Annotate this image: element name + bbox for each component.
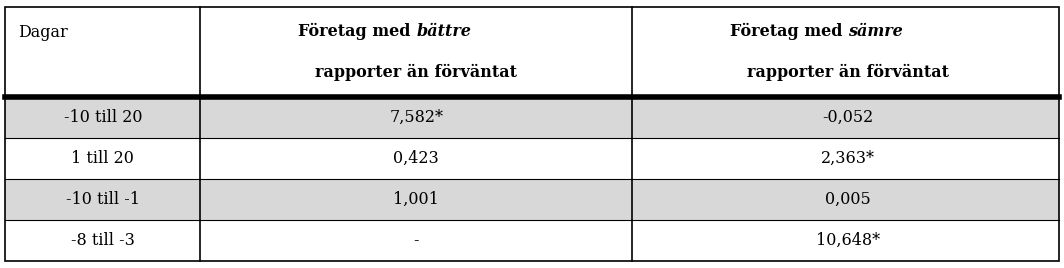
Text: -10 till 20: -10 till 20 bbox=[64, 109, 142, 126]
Text: 1,001: 1,001 bbox=[394, 191, 439, 208]
Text: Företag med: Företag med bbox=[730, 23, 848, 40]
Bar bbox=[5, 97, 1059, 138]
Text: bättre: bättre bbox=[416, 23, 471, 40]
Text: -0,052: -0,052 bbox=[822, 109, 874, 126]
Text: sämre: sämre bbox=[848, 23, 902, 40]
Text: -: - bbox=[414, 232, 419, 249]
Text: Dagar: Dagar bbox=[18, 24, 68, 40]
Text: rapporter än förväntat: rapporter än förväntat bbox=[315, 64, 517, 81]
Text: 2,363*: 2,363* bbox=[821, 150, 875, 167]
Text: 0,005: 0,005 bbox=[826, 191, 870, 208]
Text: -8 till -3: -8 till -3 bbox=[71, 232, 135, 249]
Bar bbox=[5, 179, 1059, 220]
Text: -10 till -1: -10 till -1 bbox=[66, 191, 139, 208]
Text: 0,423: 0,423 bbox=[394, 150, 439, 167]
Text: 7,582*: 7,582* bbox=[389, 109, 443, 126]
Text: 10,648*: 10,648* bbox=[816, 232, 880, 249]
Text: Företag med: Företag med bbox=[298, 23, 416, 40]
Text: 1 till 20: 1 till 20 bbox=[71, 150, 134, 167]
Text: rapporter än förväntat: rapporter än förväntat bbox=[747, 64, 949, 81]
